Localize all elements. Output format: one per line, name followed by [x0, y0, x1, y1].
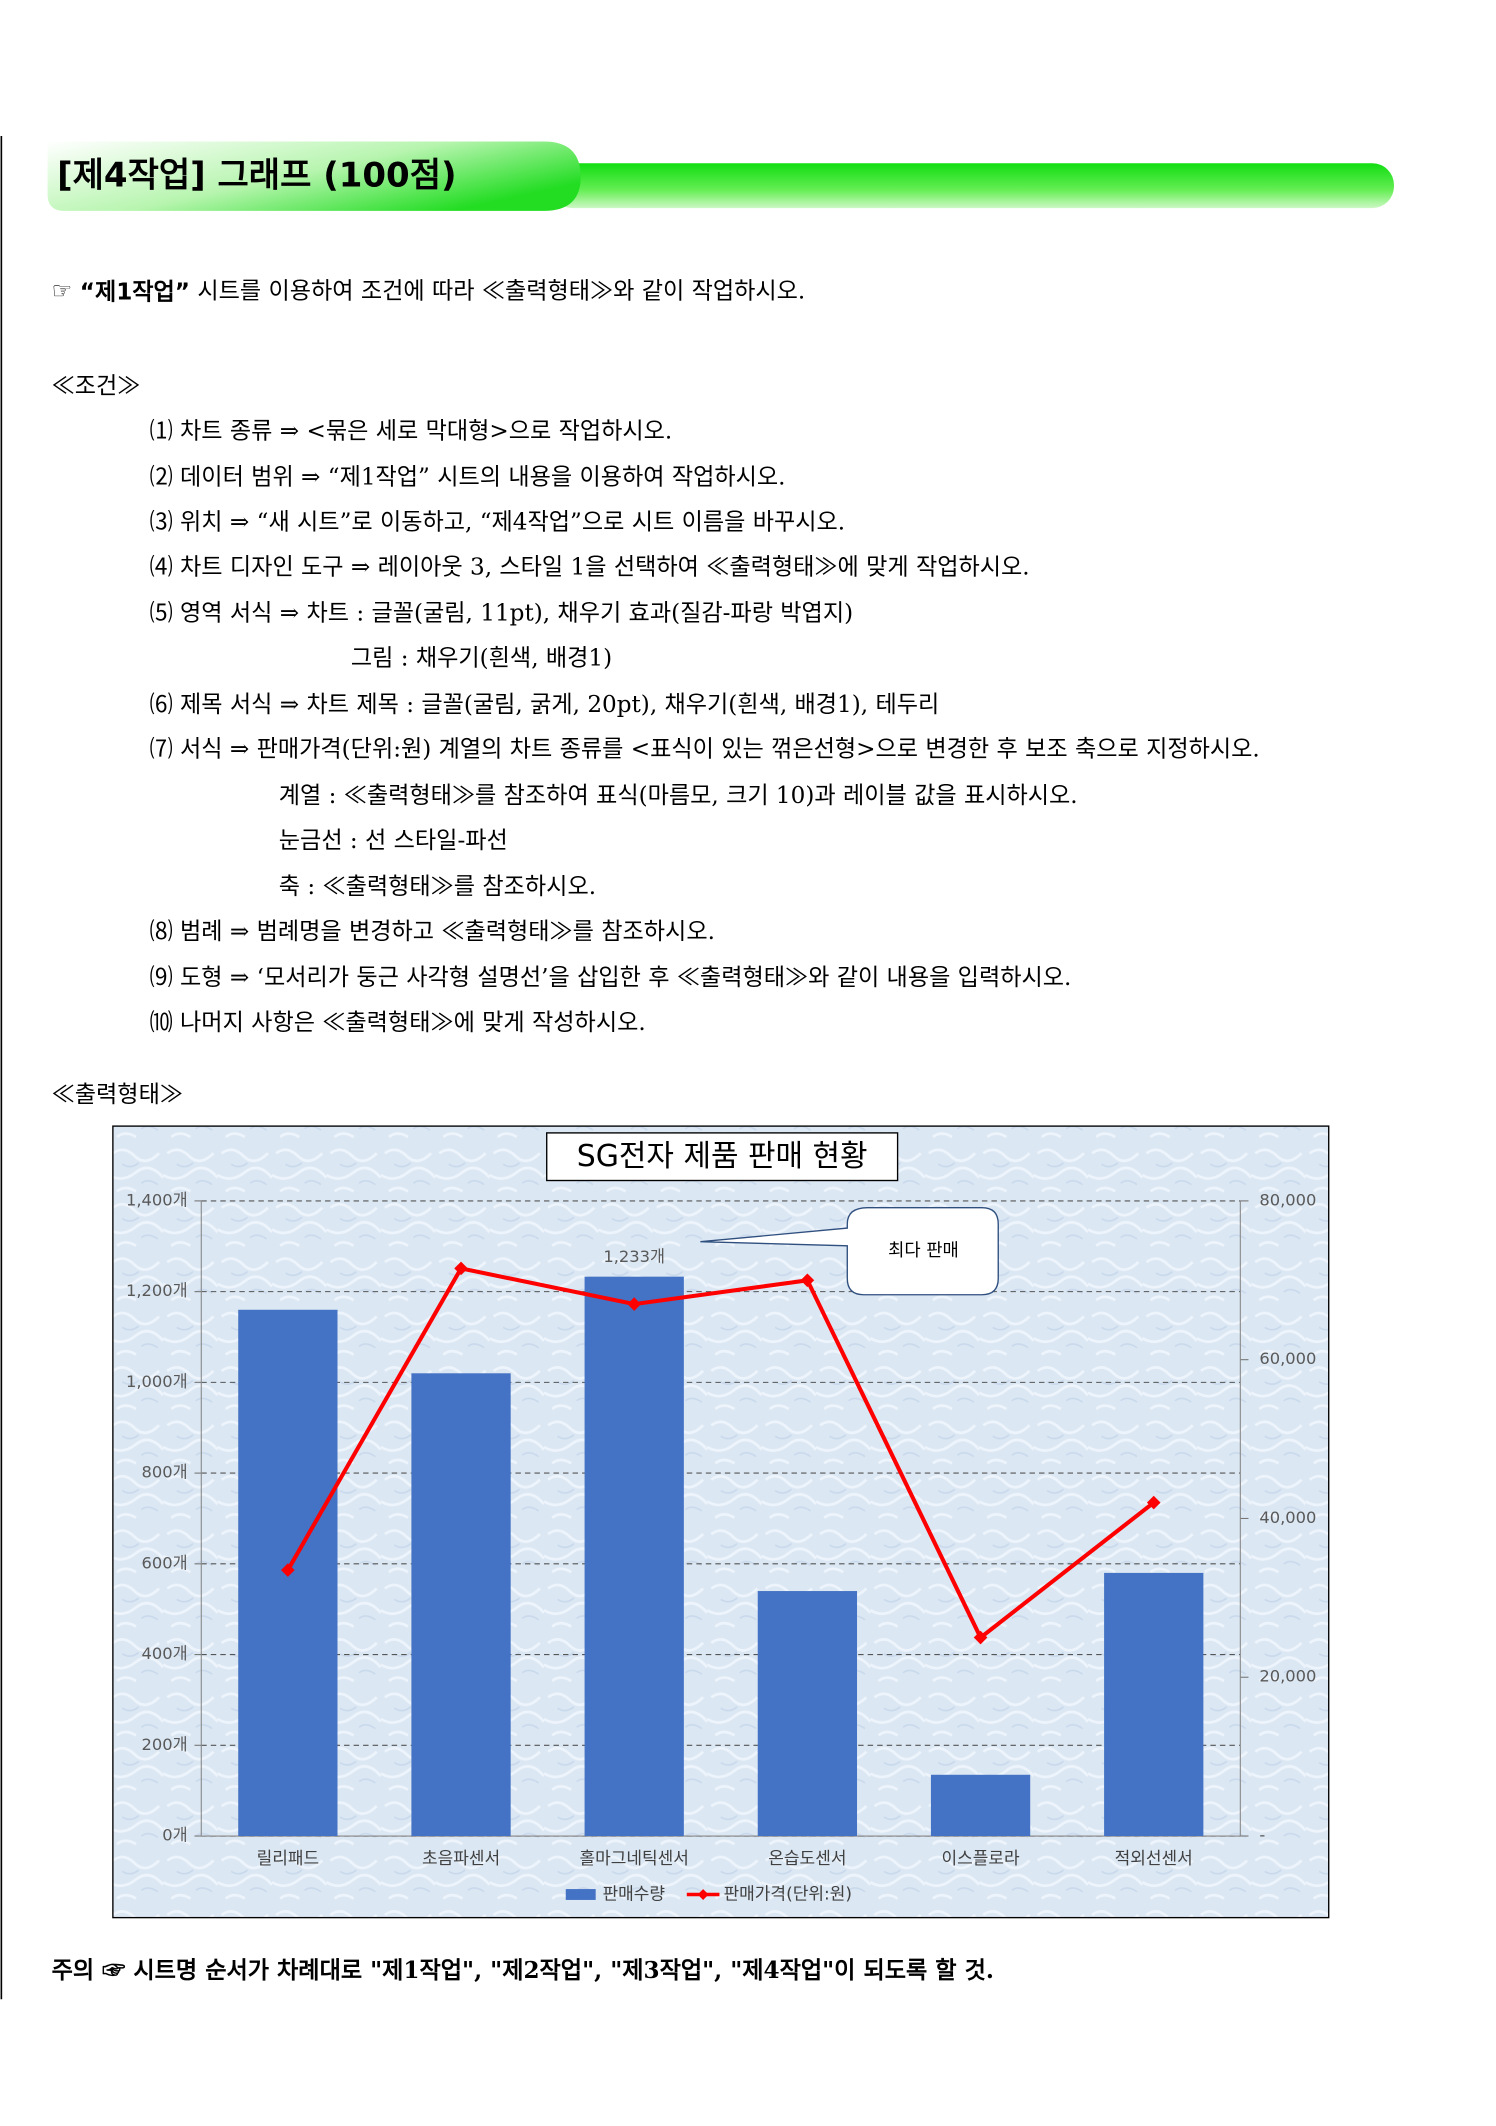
plot: 0개 200개 400개 600개 800개 1,000개 1,200개 1,400개 - 20,…	[126, 1190, 1316, 1904]
line-marker	[281, 1563, 295, 1577]
callout	[700, 1207, 999, 1296]
y-tick-label: 1,400개	[126, 1190, 188, 1209]
y-tick-label: 800개	[142, 1463, 188, 1482]
header-tab	[47, 141, 581, 211]
x-tick-label: 릴리패드	[257, 1849, 320, 1869]
y-tick-label: 200개	[142, 1735, 188, 1754]
x-tick-label: 적외선센서	[1115, 1849, 1193, 1869]
chart-title-box	[546, 1132, 899, 1182]
condition-line: ⑹ 제목 서식 ⇒ 차트 제목 : 글꼴(굴림, 굵게, 20pt), 채우기(…	[150, 692, 940, 718]
instruction-prefix: ☞	[52, 278, 73, 304]
bar	[584, 1276, 684, 1837]
condition-line: 축 : ≪출력형태≫를 참조하시오.	[279, 874, 596, 900]
x-tick-label: 초음파센서	[422, 1849, 500, 1869]
x-tick-label: 온습도센서	[768, 1849, 846, 1869]
line-marker	[973, 1630, 988, 1645]
line-marker	[1146, 1495, 1161, 1510]
instruction-emphasis: “제1작업”	[80, 279, 190, 305]
conditions-heading: ≪조건≫	[52, 374, 141, 400]
condition-line: ⑻ 범례 ⇒ 범례명을 변경하고 ≪출력형태≫를 참조하시오.	[150, 919, 715, 945]
condition-line: ⑴ 차트 종류 ⇒ <묶은 세로 막대형>으로 작업하시오.	[150, 419, 673, 445]
condition-line: ⑵ 데이터 범위 ⇒ “제1작업” 시트의 내용을 이용하여 작업하시오.	[150, 465, 786, 491]
y2-tick-label: 40,000	[1259, 1508, 1316, 1527]
bar	[930, 1774, 1031, 1837]
legend-label: 판매가격(단위:원)	[724, 1885, 852, 1905]
condition-line: ⑸ 영역 서식 ⇒ 차트 : 글꼴(굴림, 11pt), 채우기 효과(질감-파…	[150, 601, 854, 627]
line-marker	[454, 1261, 468, 1276]
header-title: [제4작업] 그래프 (100점)	[57, 155, 456, 195]
condition-line: ⑶ 위치 ⇒ “새 시트”로 이동하고, “제4작업”으로 시트 이름을 바꾸시…	[150, 510, 846, 536]
y2-tick-label: 20,000	[1259, 1667, 1316, 1686]
instruction-text: 시트를 이용하여 조건에 따라 ≪출력형태≫와 같이 작업하시오.	[197, 278, 805, 304]
condition-line: ⑺ 서식 ⇒ 판매가격(단위:원) 계열의 차트 종류를 <표식이 있는 꺾은선…	[150, 737, 1260, 763]
bar	[1104, 1572, 1204, 1837]
y-tick-label: 600개	[142, 1553, 188, 1572]
y-tick-label: 1,000개	[126, 1372, 188, 1391]
chart-title: SG전자 제품 판매 현황	[577, 1139, 868, 1174]
condition-line: ⑽ 나머지 사항은 ≪출력형태≫에 맞게 작성하시오.	[150, 1010, 646, 1036]
line	[286, 1266, 1155, 1641]
conditions: ⑴ 차트 종류 ⇒ <묶은 세로 막대형>으로 작업하시오. ⑵ 데이터 범위 ⇒…	[150, 419, 1260, 1037]
y-tick-label: 0개	[162, 1826, 187, 1845]
line-marker	[627, 1297, 642, 1311]
legend-label: 판매수량	[602, 1885, 665, 1905]
y-tick-label: 400개	[142, 1644, 188, 1663]
condition-line: ⑼ 도형 ⇒ ‘모서리가 둥근 사각형 설명선’을 삽입한 후 ≪출력형태≫와 …	[150, 965, 1072, 991]
condition-line: 계열 : ≪출력형태≫를 참조하여 표식(마름모, 크기 10)과 레이블 값을…	[279, 783, 1078, 809]
condition-line: 그림 : 채우기(흰색, 배경1)	[351, 646, 612, 672]
header-bar	[550, 163, 1394, 209]
line-marker	[800, 1273, 815, 1288]
x-tick-label: 이스플로라	[941, 1849, 1020, 1869]
y2-tick-label: -	[1259, 1826, 1265, 1845]
bar	[411, 1373, 511, 1837]
legend-swatch	[565, 1889, 596, 1900]
output-heading: ≪출력형태≫	[52, 1082, 183, 1108]
x-tick-label: 홀마그네틱센서	[579, 1849, 688, 1869]
note: 주의 ☞ 시트명 순서가 차례대로 "제1작업", "제2작업", "제3작업"…	[52, 1957, 994, 1984]
condition-line: 눈금선 : 선 스타일-파선	[279, 828, 508, 854]
callout-text: 최다 판매	[888, 1240, 959, 1261]
y2-tick-label: 60,000	[1259, 1349, 1316, 1368]
instruction: ☞ “제1작업” 시트를 이용하여 조건에 따라 ≪출력형태≫와 같이 작업하시…	[52, 278, 806, 305]
condition-line: ⑷ 차트 디자인 도구 ⇒ 레이아웃 3, 스타일 1을 선택하여 ≪출력형태≫…	[150, 555, 1030, 581]
y2-tick-label: 80,000	[1259, 1190, 1316, 1209]
data-label: 1,233개	[603, 1247, 665, 1266]
bar	[757, 1591, 858, 1837]
y-tick-label: 1,200개	[126, 1281, 188, 1300]
